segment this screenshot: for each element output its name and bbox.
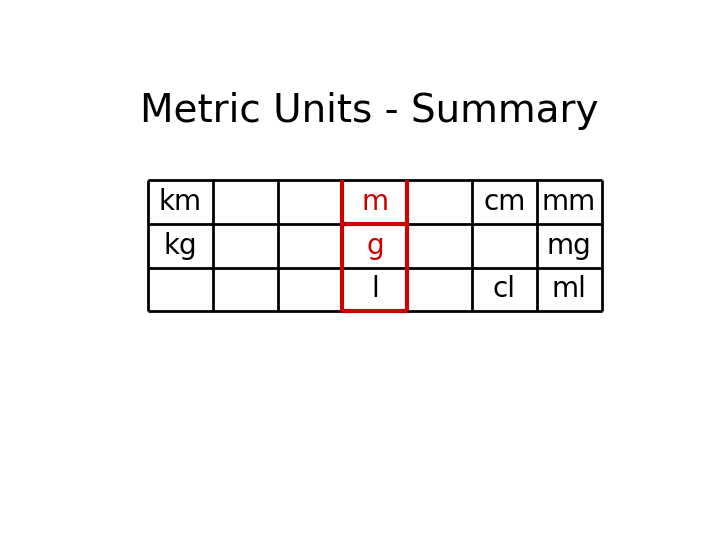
Text: m: m xyxy=(361,188,388,216)
Text: cl: cl xyxy=(493,275,516,303)
Text: cm: cm xyxy=(483,188,526,216)
Text: mm: mm xyxy=(542,188,596,216)
Text: l: l xyxy=(371,275,379,303)
Text: mg: mg xyxy=(546,232,592,260)
Text: km: km xyxy=(159,188,202,216)
Text: kg: kg xyxy=(163,232,197,260)
Text: g: g xyxy=(366,232,384,260)
Text: Metric Units - Summary: Metric Units - Summary xyxy=(140,92,598,130)
Text: ml: ml xyxy=(552,275,587,303)
